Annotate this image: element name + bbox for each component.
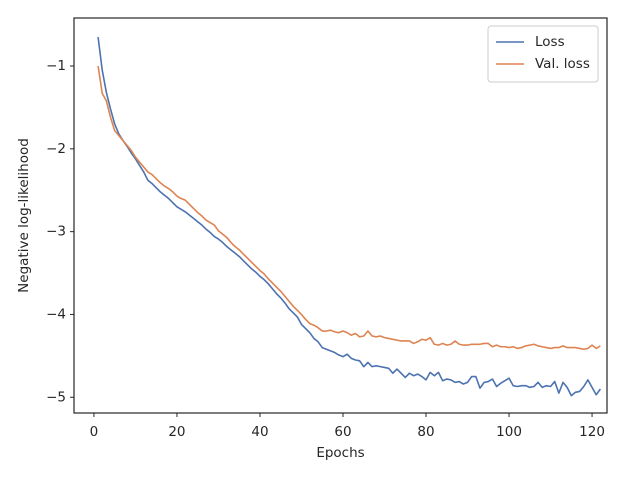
x-tick-label: 80 (417, 424, 434, 440)
x-tick-label: 20 (168, 424, 185, 440)
y-tick-label: −4 (46, 306, 66, 322)
data-line (97, 65, 601, 351)
data-line (97, 36, 602, 397)
y-tick-label: −5 (46, 389, 66, 405)
plot-frame (73, 17, 608, 414)
legend-label: Val. loss (535, 56, 590, 72)
y-tick-label: −1 (46, 58, 66, 74)
x-tick-label: 100 (496, 424, 522, 440)
x-tick-label: 0 (90, 424, 99, 440)
legend-box (487, 25, 599, 83)
y-tick-label: −2 (46, 141, 66, 157)
legend-label: Loss (535, 34, 565, 50)
y-tick-label: −3 (46, 224, 66, 240)
x-tick-label: 40 (251, 424, 268, 440)
x-axis-label: Epochs (316, 445, 364, 461)
y-axis-label: Negative log-likelihood (16, 138, 32, 293)
x-tick-label: 60 (334, 424, 351, 440)
x-tick-label: 120 (579, 424, 605, 440)
